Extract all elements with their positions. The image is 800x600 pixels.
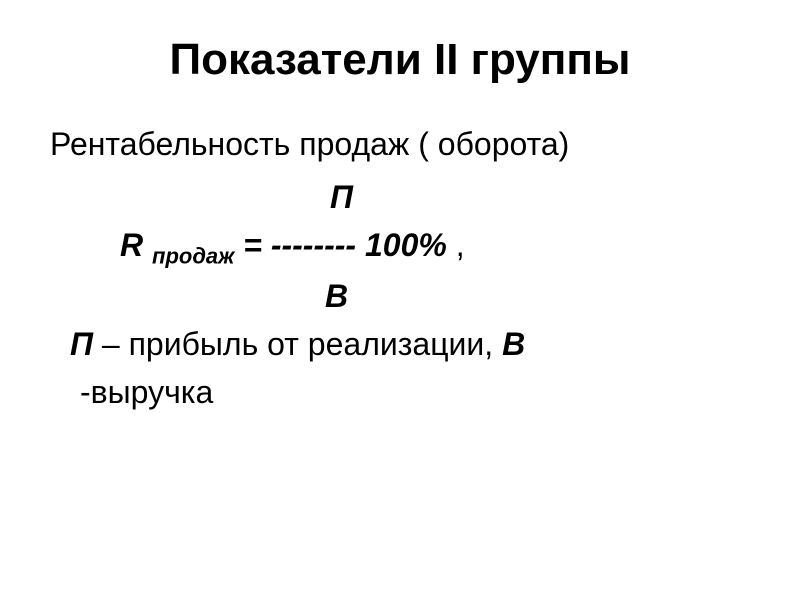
slide-title: Показатели II группы bbox=[50, 35, 750, 85]
formula-trailing-comma: , bbox=[447, 227, 465, 263]
formula-lhs-r: R bbox=[120, 227, 152, 263]
def-v-text: -выручка bbox=[80, 374, 213, 410]
formula-line: R продаж = -------- 100% , bbox=[50, 221, 750, 272]
formula-denominator: В bbox=[50, 272, 750, 320]
def-p-symbol: П bbox=[70, 326, 93, 362]
concept-name: Рентабельность продаж ( оборота) bbox=[50, 120, 750, 168]
formula-numerator: П bbox=[50, 173, 750, 221]
slide: Показатели II группы Рентабельность прод… bbox=[0, 0, 800, 600]
definitions-line: П – прибыль от реализации, В -выручка bbox=[50, 320, 720, 416]
def-p-text: – прибыль от реализации, bbox=[93, 326, 502, 362]
formula-eq-dashes-pct: = -------- 100% bbox=[234, 227, 446, 263]
slide-body: Рентабельность продаж ( оборота) П R про… bbox=[50, 120, 750, 416]
def-v-symbol: В bbox=[502, 326, 525, 362]
formula-lhs-subscript: продаж bbox=[152, 243, 234, 268]
